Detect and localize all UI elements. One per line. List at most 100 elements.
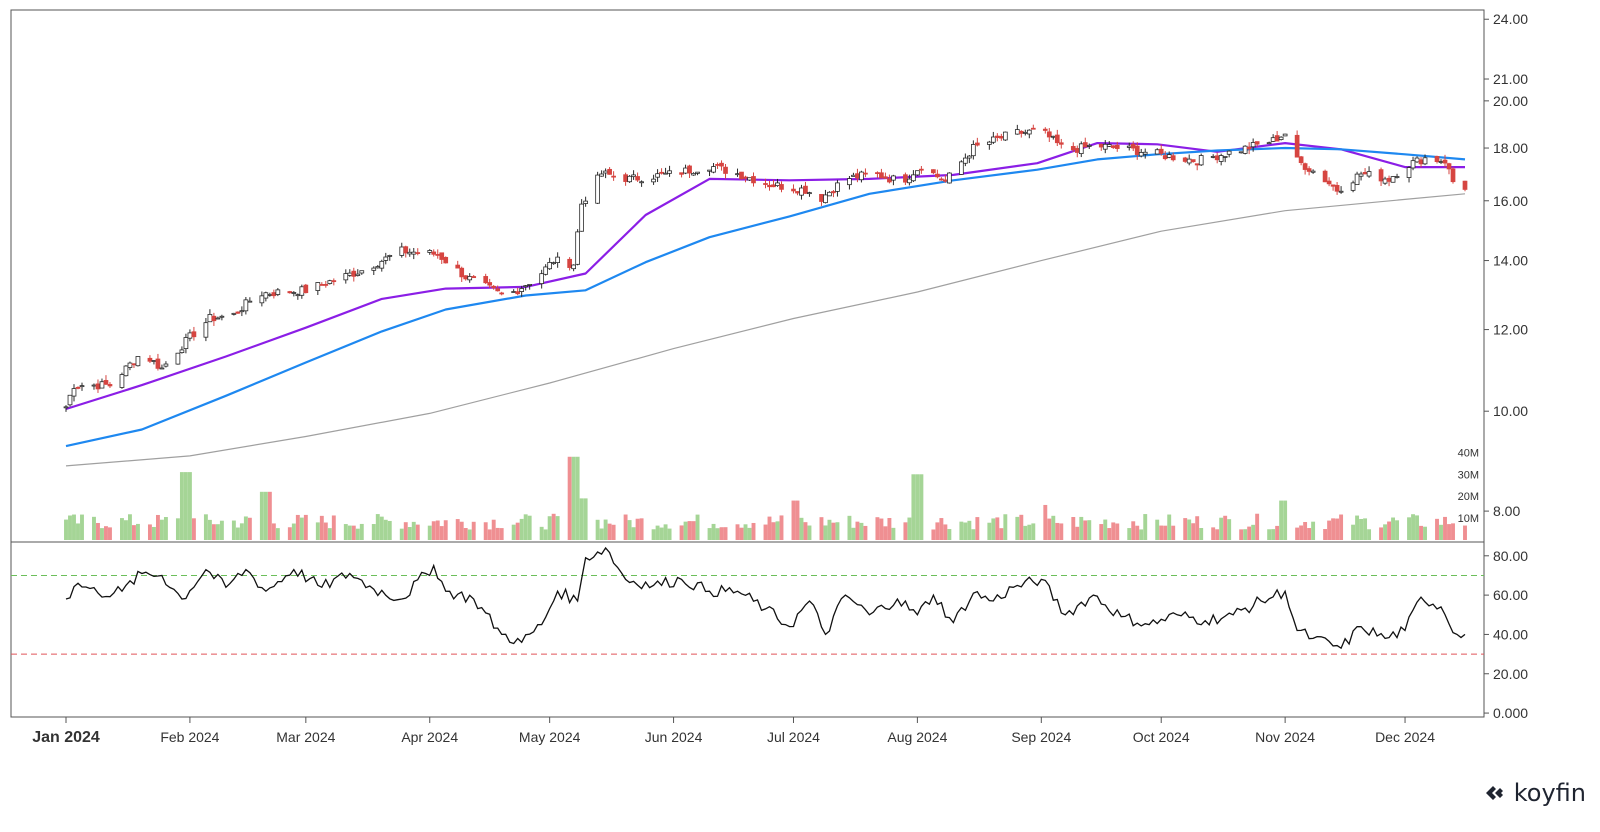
price-tick-label: 8.00 [1493, 503, 1520, 519]
volume-bar [231, 520, 236, 540]
volume-bar [975, 517, 980, 540]
volume-tick-label: 10M [1458, 513, 1479, 525]
volume-bar [80, 514, 84, 540]
volume-bar [583, 498, 588, 540]
candle-body [919, 168, 924, 171]
volume-bar [1055, 522, 1060, 540]
candle-body [1242, 145, 1248, 154]
volume-bar [327, 528, 332, 540]
volume-bar [735, 524, 740, 540]
candle-body [1138, 152, 1144, 157]
volume-bar [679, 525, 684, 540]
volume-bar [527, 515, 532, 540]
candle-body [935, 173, 940, 178]
volume-bar [1107, 528, 1112, 540]
candle-body [1302, 163, 1308, 170]
candle-body [847, 178, 852, 186]
volume-bar [551, 513, 556, 540]
volume-bar [128, 514, 132, 540]
candle-body [1394, 176, 1400, 178]
volume-bar [179, 472, 184, 540]
volume-bar [691, 521, 696, 540]
volume-bar [159, 519, 164, 540]
volume-bar [823, 525, 828, 540]
candle-body [439, 252, 445, 260]
volume-bar [599, 528, 604, 540]
volume-bar [219, 520, 224, 540]
candle-body [1190, 159, 1196, 163]
candle-body [315, 282, 321, 291]
candle-body [1142, 151, 1148, 155]
oscillator-tick-label: 40.00 [1493, 626, 1528, 642]
volume-bar [555, 516, 560, 540]
candle-body [1158, 148, 1164, 154]
volume-bar [1275, 525, 1280, 540]
volume-bar [667, 528, 672, 540]
price-tick-label: 18.00 [1493, 140, 1528, 156]
candle-body [547, 262, 553, 270]
volume-bar [243, 516, 248, 540]
candle-body [1046, 131, 1052, 138]
candle-body [943, 179, 948, 182]
volume-bar [795, 500, 800, 540]
candle-body [159, 367, 165, 370]
volume-bar [1283, 500, 1288, 540]
volume-bar [903, 522, 908, 540]
volume-bar [183, 472, 188, 540]
candle-body [667, 170, 672, 174]
volume-bar [1443, 516, 1447, 540]
candle-body [75, 387, 81, 389]
candle-body [827, 191, 832, 197]
volume-bar [1439, 524, 1443, 540]
candle-body [883, 176, 888, 179]
candle-body [411, 251, 417, 255]
candle-body [1350, 182, 1356, 191]
volume-bar [1075, 526, 1080, 540]
volume-bar [487, 529, 492, 540]
candle-body [323, 283, 329, 286]
volume-bar [807, 525, 812, 540]
candle-body [1054, 134, 1060, 144]
volume-bar [1299, 525, 1304, 540]
candle-body [1410, 160, 1416, 169]
volume-bar [295, 514, 300, 540]
candle-body [1154, 149, 1160, 155]
x-tick-label: Apr 2024 [401, 729, 458, 745]
chart-frame [10, 9, 1485, 718]
volume-bar [1463, 525, 1467, 540]
volume-bar [147, 524, 152, 540]
candle-body [415, 252, 421, 254]
candle-body [575, 231, 580, 265]
candle-body [259, 295, 265, 304]
candle-body [791, 188, 796, 192]
volume-bar [659, 527, 664, 540]
candle-body [707, 169, 712, 172]
volume-bar [743, 524, 748, 540]
candle-body [107, 384, 113, 387]
candle-body [239, 310, 245, 313]
oscillator-tick-label: 20.00 [1493, 666, 1528, 682]
volume-bar [1423, 526, 1427, 540]
candle-body [371, 267, 377, 271]
volume-bar [891, 527, 896, 540]
candle-body [1134, 145, 1140, 155]
candle-body [1462, 180, 1468, 190]
volume-bar [1363, 518, 1368, 540]
volume-bar [1051, 515, 1056, 540]
x-tick-label: Nov 2024 [1255, 729, 1315, 745]
candle-body [151, 360, 157, 362]
volume-bar [323, 522, 328, 540]
candle-body [1366, 171, 1372, 177]
candle-body [331, 280, 337, 283]
candle-body [1026, 129, 1032, 135]
volume-bar [187, 472, 192, 540]
candle-body [1166, 154, 1172, 158]
candle-body [1334, 184, 1340, 192]
candle-body [1002, 131, 1008, 141]
candle-body [663, 172, 668, 175]
x-tick-label: Jun 2024 [645, 729, 703, 745]
volume-bar [1139, 529, 1144, 540]
candle-body [807, 192, 812, 195]
candle-body [1438, 161, 1444, 163]
volume-bar [351, 525, 356, 540]
